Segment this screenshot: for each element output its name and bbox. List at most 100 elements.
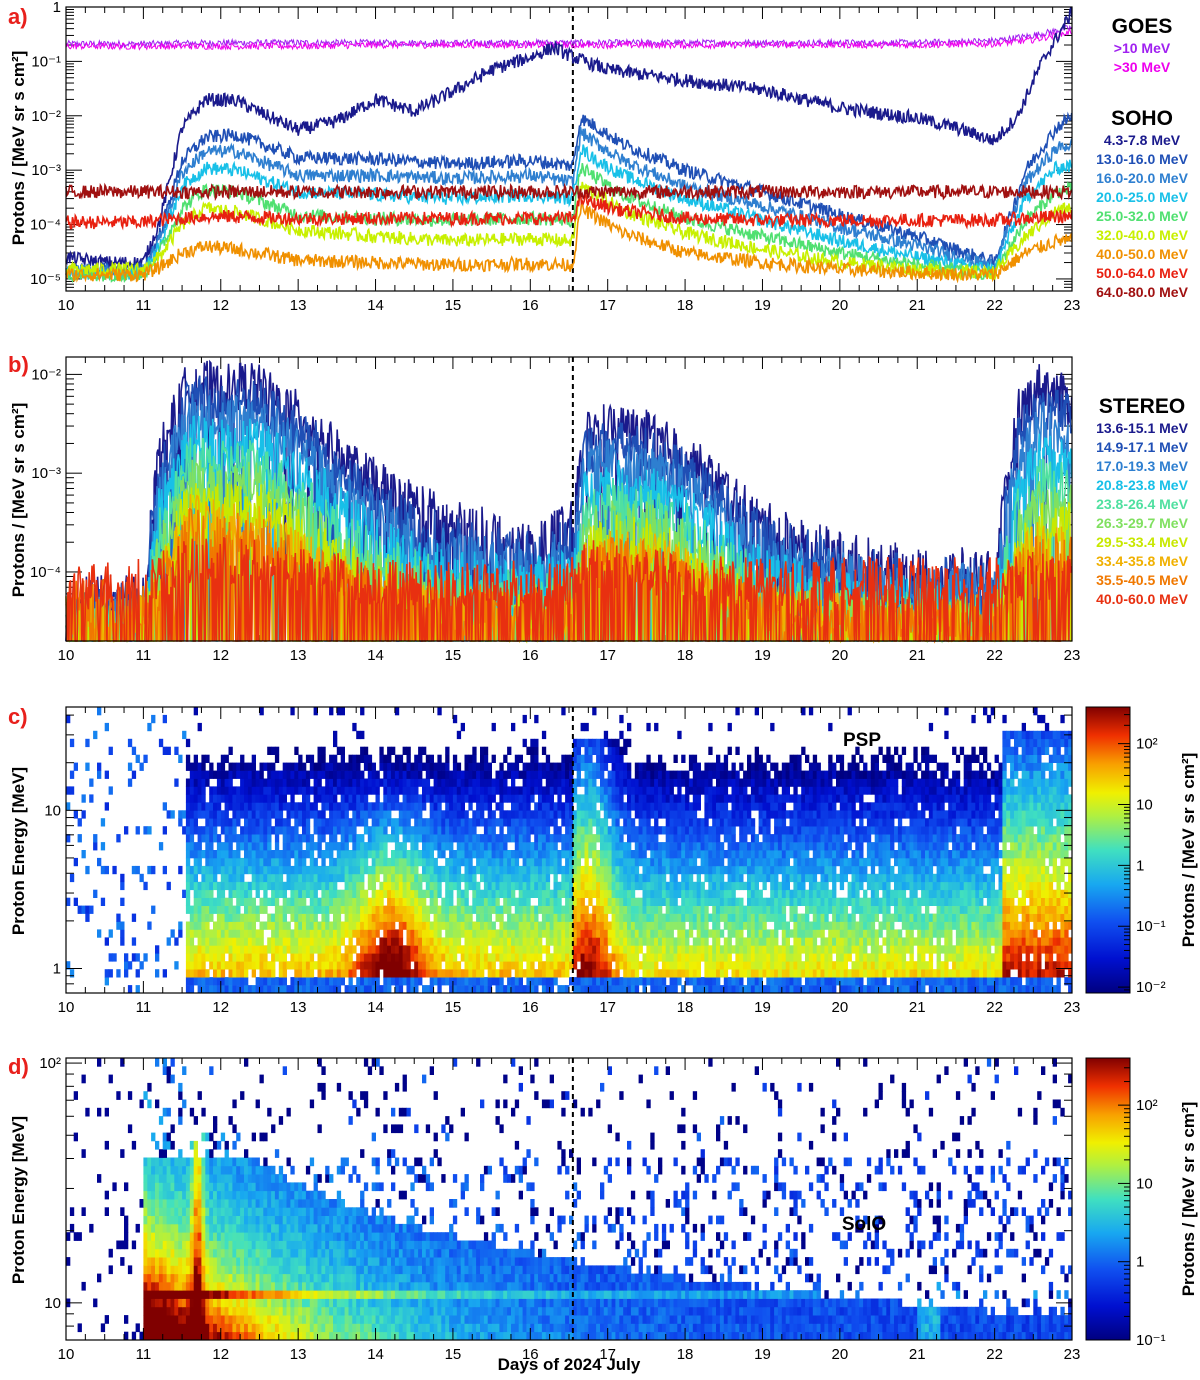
heatmap-cell xyxy=(201,937,206,946)
heatmap-cell xyxy=(220,842,226,851)
heatmap-cell xyxy=(189,818,195,827)
heatmap-cell xyxy=(267,818,272,827)
heatmap-cell xyxy=(1052,842,1057,851)
heatmap-cell xyxy=(774,969,779,978)
heatmap-cell xyxy=(932,850,937,859)
heatmap-cell xyxy=(499,873,504,883)
heatmap-cell xyxy=(611,945,616,954)
heatmap-cell xyxy=(379,881,384,891)
heatmap-cell xyxy=(770,850,775,859)
heatmap-cell xyxy=(445,826,450,835)
heatmap-cell xyxy=(541,889,547,898)
heatmap-cell xyxy=(921,945,926,954)
heatmap-cell xyxy=(688,889,694,898)
heatmap-cell xyxy=(607,953,612,962)
heatmap-cell xyxy=(375,945,380,954)
heatmap-cell xyxy=(1056,929,1061,938)
heatmap-cell xyxy=(928,850,934,859)
heatmap-cell xyxy=(789,842,794,851)
heatmap-cell xyxy=(371,961,376,970)
heatmap-cell xyxy=(812,842,818,851)
heatmap-cell xyxy=(677,961,682,970)
heatmap-cell xyxy=(642,826,647,835)
heatmap-cell xyxy=(1064,913,1069,922)
heatmap-cell xyxy=(805,873,810,883)
heatmap-cell xyxy=(356,985,361,994)
heatmap-cell xyxy=(719,857,725,867)
heatmap-cell xyxy=(615,977,620,986)
heatmap-cell xyxy=(890,873,895,883)
heatmap-cell xyxy=(499,945,504,954)
heatmap-cell xyxy=(901,842,907,851)
heatmap-cell xyxy=(897,857,903,867)
heatmap-cell xyxy=(259,985,264,994)
heatmap-cell xyxy=(274,985,280,994)
heatmap-cell xyxy=(731,865,736,875)
panel-b-series xyxy=(65,359,1073,645)
heatmap-cell xyxy=(766,969,771,978)
heatmap-cell xyxy=(789,905,794,914)
heatmap-cell xyxy=(1017,826,1023,835)
heatmap-cell xyxy=(994,889,999,898)
heatmap-cell xyxy=(406,834,411,843)
heatmap-cell xyxy=(936,897,941,906)
heatmap-cell xyxy=(777,850,783,859)
heatmap-cell xyxy=(1033,873,1038,883)
heatmap-cell xyxy=(731,929,736,938)
heatmap-cell xyxy=(886,889,891,898)
heatmap-cell xyxy=(874,913,879,922)
heatmap-cell xyxy=(623,953,628,962)
heatmap-cell xyxy=(182,826,187,835)
heatmap-cell xyxy=(422,889,427,898)
heatmap-cell xyxy=(650,905,655,914)
heatmap-cell xyxy=(449,961,454,970)
heatmap-cell xyxy=(514,921,520,930)
heatmap-cell xyxy=(580,937,585,946)
heatmap-cell xyxy=(286,985,291,994)
heatmap-cell xyxy=(305,842,311,851)
heatmap-cell xyxy=(611,977,616,986)
heatmap-cell xyxy=(596,985,601,994)
heatmap-cell xyxy=(398,842,404,851)
heatmap-cell xyxy=(801,929,806,938)
heatmap-cell xyxy=(634,842,640,851)
heatmap-cell xyxy=(882,889,887,898)
heatmap-cell xyxy=(216,969,222,978)
heatmap-cell xyxy=(282,913,287,922)
heatmap-cell xyxy=(808,969,814,978)
heatmap-cell xyxy=(363,857,369,867)
heatmap-cell xyxy=(232,929,237,938)
heatmap-cell xyxy=(727,834,732,843)
heatmap-cell xyxy=(863,865,868,875)
heatmap-cell xyxy=(634,913,640,922)
heatmap-cell xyxy=(205,905,210,914)
heatmap-cell xyxy=(220,929,226,938)
heatmap-cell xyxy=(313,913,318,922)
heatmap-cell xyxy=(499,834,504,843)
heatmap-cell xyxy=(723,937,729,946)
heatmap-cell xyxy=(286,850,291,859)
heatmap-cell xyxy=(305,881,311,891)
heatmap-cell xyxy=(348,945,353,954)
heatmap-cell xyxy=(700,857,705,867)
heatmap-cell xyxy=(1052,889,1057,898)
heatmap-cell xyxy=(348,969,353,978)
heatmap-cell xyxy=(363,921,369,930)
heatmap-cell xyxy=(1048,929,1054,938)
heatmap-cell xyxy=(650,826,655,835)
heatmap-cell xyxy=(936,913,941,922)
heatmap-cell xyxy=(770,857,775,867)
heatmap-cell xyxy=(576,977,581,986)
heatmap-cell xyxy=(971,921,976,930)
heatmap-cell xyxy=(658,842,663,851)
heatmap-cell xyxy=(785,897,790,906)
heatmap-cell xyxy=(437,953,442,962)
heatmap-cell xyxy=(940,977,945,986)
heatmap-cell xyxy=(356,921,361,930)
heatmap-cell xyxy=(329,905,334,914)
heatmap-cell xyxy=(460,921,465,930)
heatmap-cell xyxy=(836,826,841,835)
heatmap-cell xyxy=(360,977,365,986)
heatmap-cell xyxy=(1029,929,1034,938)
heatmap-cell xyxy=(665,881,670,891)
